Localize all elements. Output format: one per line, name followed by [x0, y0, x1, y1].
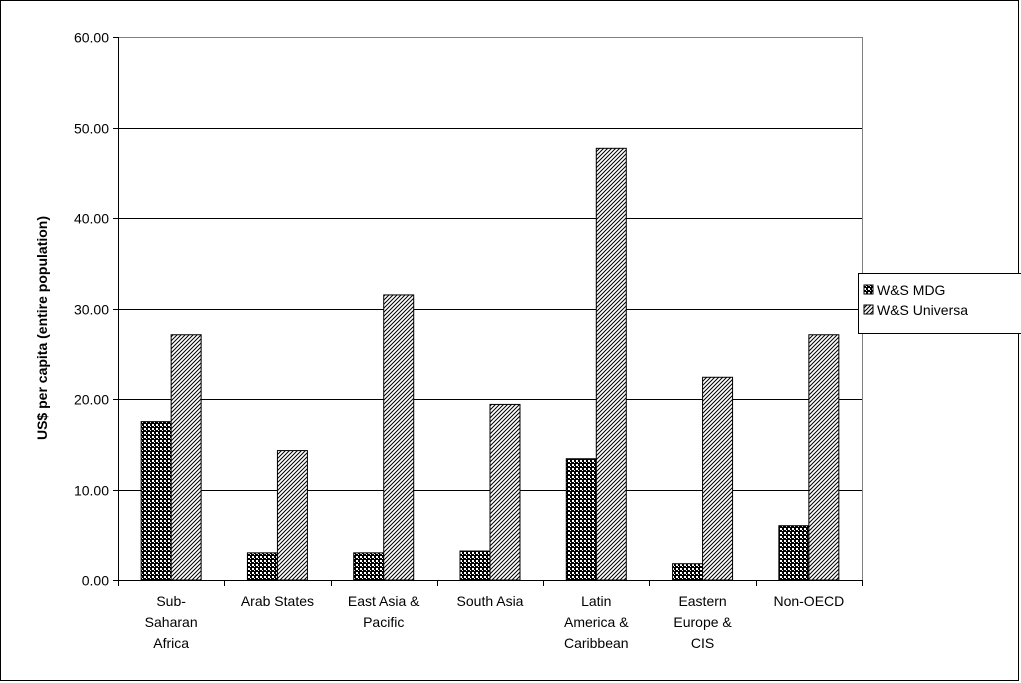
bar-universal — [489, 403, 521, 581]
legend-box — [858, 273, 1021, 334]
x-category-label: CIS — [691, 635, 714, 651]
legend-label: W&S MDG — [877, 282, 945, 298]
bar-universal — [276, 450, 308, 581]
x-category-label: Pacific — [363, 614, 404, 630]
x-category-label: Africa — [153, 635, 189, 651]
x-category-label: South Asia — [457, 593, 524, 609]
y-tick-label: 50.00 — [74, 121, 109, 137]
y-tick-label: 60.00 — [74, 30, 109, 46]
y-tick-label: 20.00 — [74, 392, 109, 408]
x-category-label: Non-OECD — [773, 593, 844, 609]
x-category-label: Latin — [581, 593, 611, 609]
legend-swatch — [863, 284, 874, 295]
bar-mdg — [778, 525, 810, 581]
legend-label: W&S Universa — [877, 302, 968, 318]
y-tick-label: 10.00 — [74, 483, 109, 499]
bar-universal — [170, 334, 202, 581]
axes — [113, 37, 863, 586]
bars — [140, 147, 840, 581]
y-tick-label: 40.00 — [74, 211, 109, 227]
bar-mdg — [140, 421, 172, 581]
x-category-label: Arab States — [241, 593, 314, 609]
legend: W&S MDG W&S Universa — [858, 273, 1021, 334]
x-category-label: America & — [564, 614, 629, 630]
bar-mdg — [565, 458, 597, 581]
legend-swatch — [863, 304, 874, 315]
x-category-label: Sub- — [156, 593, 186, 609]
y-axis-title: US$ per capita (entire population) — [34, 216, 50, 440]
bar-mdg — [672, 563, 704, 581]
x-category-label: East Asia & — [348, 593, 420, 609]
axis-labels: 0.00 10.00 20.00 30.00 40.00 50.00 60.00 Sub- Sa… — [74, 30, 844, 652]
bar-mdg — [459, 550, 491, 581]
bar-universal — [702, 376, 734, 581]
y-tick-label: 30.00 — [74, 302, 109, 318]
bar-universal — [595, 147, 627, 581]
bar-mdg — [353, 552, 385, 581]
x-category-label: Europe & — [673, 614, 732, 630]
y-tick-label: 0.00 — [82, 573, 109, 589]
x-category-label: Eastern — [678, 593, 726, 609]
x-category-label: Caribbean — [564, 635, 629, 651]
bar-universal — [383, 294, 415, 581]
bar-universal — [808, 334, 840, 581]
bar-mdg — [246, 552, 278, 581]
x-category-label: Saharan — [145, 614, 198, 630]
